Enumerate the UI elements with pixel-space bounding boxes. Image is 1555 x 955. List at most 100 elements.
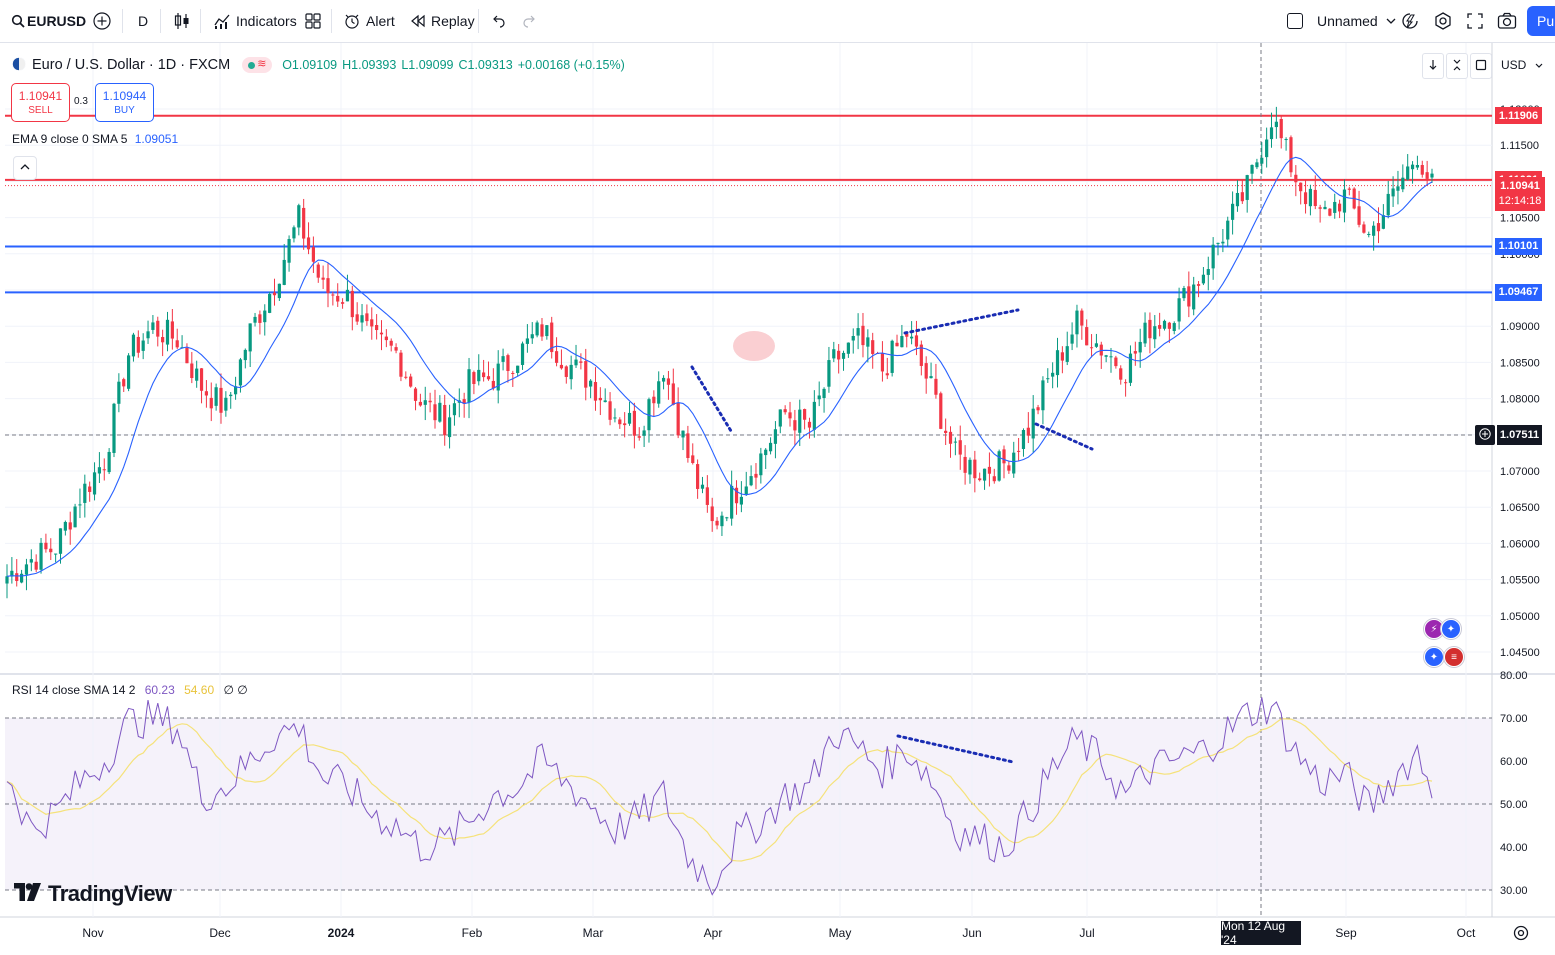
symbol-label: EURUSD bbox=[27, 13, 87, 29]
candle-body bbox=[1162, 320, 1167, 329]
fullscreen-button[interactable] bbox=[1467, 0, 1483, 42]
candle-body bbox=[54, 553, 58, 555]
candle-body bbox=[778, 409, 782, 427]
redo-button[interactable] bbox=[522, 0, 538, 42]
add-alert-plus-button[interactable] bbox=[1475, 425, 1495, 445]
hline-price-tag: 1.10101 bbox=[1495, 237, 1542, 255]
settings-button[interactable] bbox=[1434, 0, 1452, 42]
layout-checkbox[interactable] bbox=[1287, 13, 1303, 29]
candle-body bbox=[525, 338, 529, 344]
candle-body bbox=[146, 331, 150, 339]
publish-button[interactable]: Pub bbox=[1527, 6, 1555, 36]
ohlc-high: H1.09393 bbox=[342, 58, 397, 72]
time-axis-label: Mar bbox=[583, 926, 604, 940]
candle-body bbox=[122, 379, 126, 387]
rsi-tick-label: 30.00 bbox=[1500, 885, 1528, 897]
alert-button[interactable]: Alert bbox=[343, 0, 395, 42]
buy-button[interactable]: 1.10944 BUY bbox=[95, 83, 154, 122]
candle-body bbox=[302, 207, 306, 239]
spread-value: 0.3 bbox=[74, 96, 88, 107]
sell-price: 1.10941 bbox=[18, 89, 63, 103]
candle-body bbox=[58, 528, 63, 554]
scroll-down-button[interactable] bbox=[1422, 53, 1444, 79]
candle-body bbox=[559, 364, 564, 369]
indicators-button[interactable]: Indicators bbox=[213, 0, 297, 42]
candle-body bbox=[161, 337, 165, 343]
candle-body bbox=[676, 402, 680, 436]
search-icon bbox=[11, 14, 25, 28]
candle-body bbox=[49, 548, 53, 553]
sell-button[interactable]: 1.10941 SELL bbox=[11, 83, 70, 122]
candle-body bbox=[978, 478, 982, 481]
collapse-legend-button[interactable] bbox=[13, 156, 37, 180]
eu-event-icon-2[interactable]: ✦ bbox=[1424, 647, 1444, 667]
maximize-pane-button[interactable] bbox=[1446, 53, 1468, 79]
candle-body bbox=[1265, 139, 1269, 158]
indicators-icon bbox=[213, 12, 231, 30]
candle-body bbox=[744, 486, 748, 495]
quick-search-button[interactable] bbox=[1401, 0, 1419, 42]
candle-body bbox=[185, 347, 189, 364]
eu-event-icon[interactable]: ✦ bbox=[1441, 619, 1461, 639]
candle-body bbox=[1065, 346, 1069, 362]
time-axis-label: Sep bbox=[1335, 926, 1357, 940]
candle-body bbox=[1036, 407, 1040, 411]
support-trend-line-jun bbox=[1034, 422, 1094, 451]
candle-body bbox=[482, 372, 486, 378]
templates-button[interactable] bbox=[304, 0, 322, 42]
candle-body bbox=[856, 328, 860, 336]
candle-body bbox=[1420, 165, 1424, 175]
undo-button[interactable] bbox=[490, 0, 506, 42]
alert-icon bbox=[343, 12, 361, 30]
symbol-legend: Euro / U.S. Dollar · 1D · FXCM ≋ O1.0910… bbox=[12, 54, 630, 76]
templates-icon bbox=[304, 12, 322, 30]
ohlc-close: C1.09313 bbox=[458, 58, 513, 72]
interval-button[interactable]: D bbox=[138, 0, 148, 42]
tradingview-logo-text: TradingView bbox=[48, 881, 172, 906]
chart-type-button[interactable] bbox=[173, 0, 191, 42]
candle-body bbox=[1060, 352, 1064, 361]
interval-label: D bbox=[138, 13, 149, 29]
candle-body bbox=[311, 247, 315, 262]
price-chart[interactable]: 1.120001.115001.110001.105001.100001.095… bbox=[0, 43, 1555, 955]
rsi-tick-label: 60.00 bbox=[1500, 756, 1528, 768]
layout-button[interactable]: Unnamed bbox=[1287, 0, 1396, 42]
candle-body bbox=[710, 506, 714, 522]
snapshot-button[interactable] bbox=[1497, 0, 1517, 42]
rsi-legend[interactable]: RSI 14 close SMA 14 2 60.23 54.60 ∅ ∅ bbox=[12, 683, 248, 697]
compare-symbol-button[interactable] bbox=[92, 0, 112, 42]
candle-body bbox=[1381, 215, 1385, 229]
candle-body bbox=[209, 397, 213, 409]
us-event-icon[interactable]: ≡ bbox=[1444, 647, 1464, 667]
candle-body bbox=[822, 388, 826, 399]
chart-settings-button[interactable] bbox=[1511, 923, 1531, 943]
candle-body bbox=[973, 459, 977, 479]
candle-body bbox=[1372, 225, 1376, 236]
candle-body bbox=[10, 570, 14, 577]
candle-body bbox=[700, 484, 705, 489]
candle-body bbox=[1230, 203, 1235, 220]
time-axis-label: Jul bbox=[1079, 926, 1094, 940]
candle-body bbox=[535, 322, 539, 336]
reset-scale-button[interactable] bbox=[1470, 53, 1492, 79]
rsi-tick-label: 70.00 bbox=[1500, 713, 1528, 725]
symbol-search[interactable]: EURUSD bbox=[11, 0, 86, 42]
candle-body bbox=[5, 576, 9, 584]
candle-body bbox=[934, 378, 938, 395]
candle-body bbox=[1206, 269, 1210, 275]
market-status-pill[interactable]: ≋ bbox=[242, 57, 273, 73]
candle-body bbox=[287, 239, 291, 263]
tradingview-logo[interactable]: TradingView bbox=[14, 880, 172, 908]
snapshot-icon bbox=[1497, 12, 1517, 30]
currency-select[interactable]: USD bbox=[1497, 54, 1547, 76]
ema-legend[interactable]: EMA 9 close 0 SMA 5 1.09051 bbox=[12, 132, 178, 146]
replay-button[interactable]: Replay bbox=[410, 0, 475, 42]
candle-body bbox=[277, 283, 281, 299]
candle-body bbox=[530, 334, 534, 339]
alert-label: Alert bbox=[366, 13, 395, 29]
candle-body bbox=[340, 302, 345, 304]
candle-body bbox=[613, 417, 617, 419]
candle-body bbox=[1080, 310, 1084, 326]
candle-body bbox=[749, 476, 753, 486]
rsi-tick-label: 80.00 bbox=[1500, 670, 1528, 682]
